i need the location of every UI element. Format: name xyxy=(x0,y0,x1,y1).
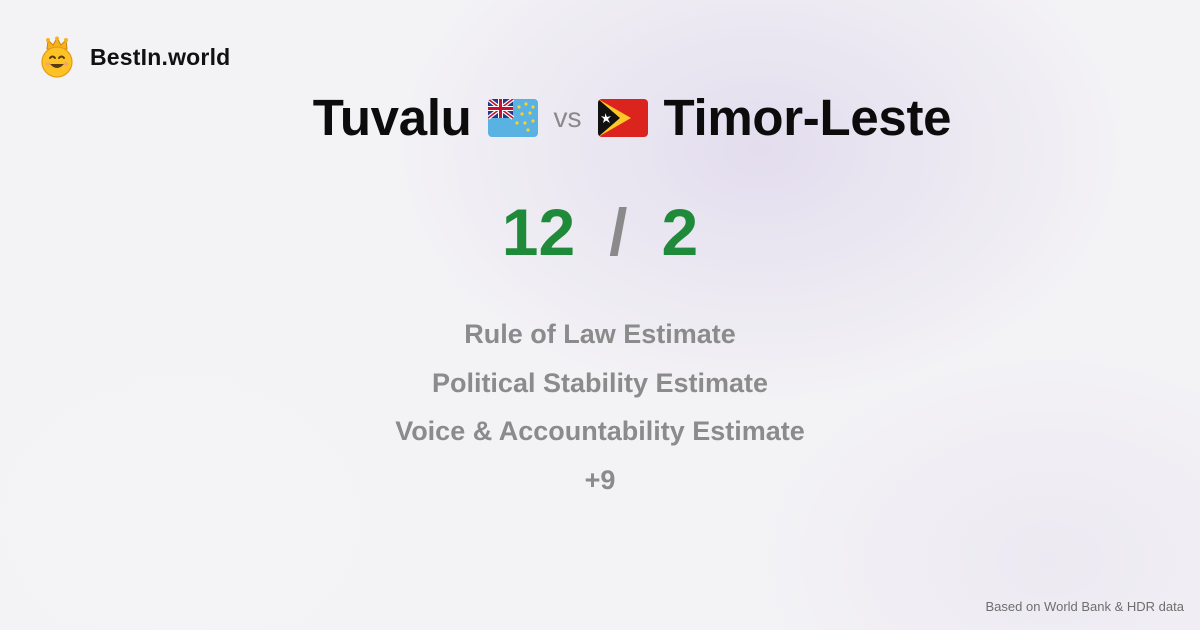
vs-label: vs xyxy=(553,101,582,133)
score-display: 12 / 2 xyxy=(0,194,1200,270)
data-source-note: Based on World Bank & HDR data xyxy=(985,599,1184,614)
metrics-list: Rule of Law Estimate Political Stability… xyxy=(0,314,1200,508)
comparison-title: Tuvalu vs Timor-Leste xyxy=(0,88,1200,147)
more-metrics-count: +9 xyxy=(584,464,616,495)
brand-name: BestIn.world xyxy=(90,43,231,70)
score-separator: / xyxy=(609,195,628,269)
right-country-name: Timor-Leste xyxy=(663,89,952,146)
left-score: 12 xyxy=(501,195,576,269)
left-country-name: Tuvalu xyxy=(312,89,472,146)
crowned-smiley-icon xyxy=(41,36,73,78)
tuvalu-flag-icon xyxy=(487,98,538,137)
metric-item: Voice & Accountability Estimate xyxy=(395,416,805,446)
brand-logo[interactable]: BestIn.world xyxy=(38,36,230,78)
metric-item: Political Stability Estimate xyxy=(431,367,769,398)
metric-item: Rule of Law Estimate xyxy=(464,319,736,349)
timor-leste-flag-icon xyxy=(597,98,648,137)
right-score: 2 xyxy=(661,195,699,269)
